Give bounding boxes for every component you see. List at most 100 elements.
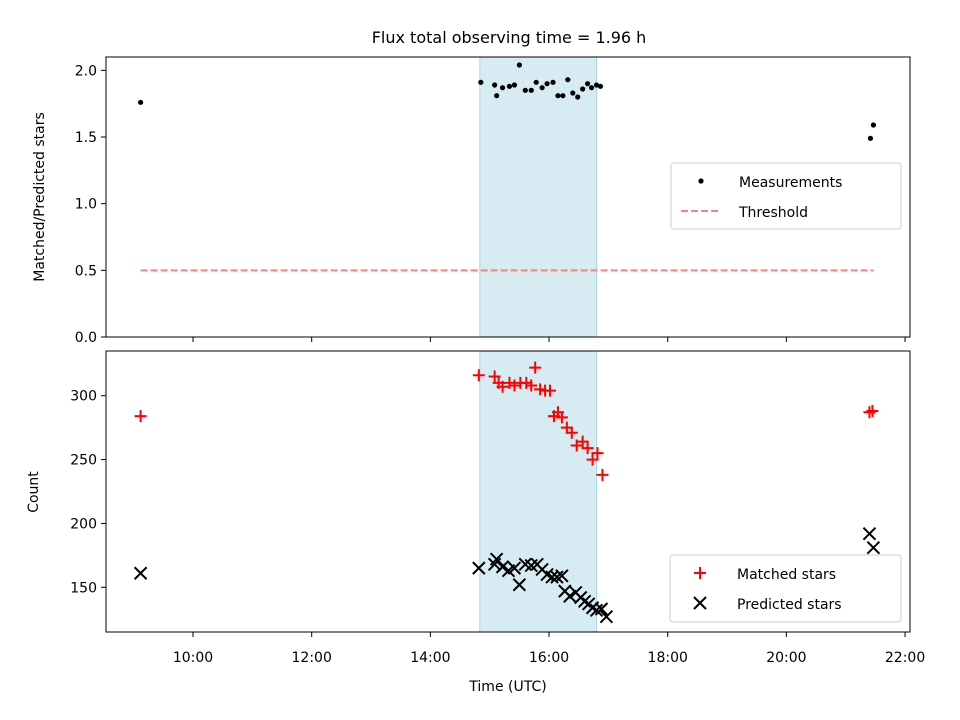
x-tick-label: 16:00 bbox=[529, 650, 569, 666]
legend-predicted-stars-marker bbox=[693, 596, 707, 610]
data-point bbox=[866, 405, 879, 418]
data-point bbox=[512, 578, 527, 592]
observing-window-highlight bbox=[479, 56, 598, 338]
data-point bbox=[585, 81, 591, 87]
data-point bbox=[596, 468, 609, 481]
bottom-axes: 150 200 250 300 10:00 12:00 14:00 16:00 18:00 20… bbox=[26, 350, 925, 666]
data-point bbox=[589, 603, 604, 617]
data-point bbox=[507, 561, 522, 575]
data-point bbox=[525, 379, 538, 392]
top-legend: Measurements Threshold bbox=[670, 162, 902, 230]
y-tick-label: 1.0 bbox=[75, 197, 97, 213]
legend-predicted-stars-label: Predicted stars bbox=[737, 597, 842, 613]
y-tick-label: 0.0 bbox=[75, 330, 97, 346]
data-point bbox=[862, 526, 877, 541]
data-point bbox=[472, 369, 485, 382]
x-tick-label: 12:00 bbox=[292, 650, 332, 666]
top-series-layer bbox=[138, 62, 877, 272]
top-y-ticks: 0.0 0.5 1.0 1.5 2.0 bbox=[75, 63, 106, 346]
data-point bbox=[555, 569, 569, 583]
x-tick-label: 20:00 bbox=[766, 650, 806, 666]
data-point bbox=[492, 82, 498, 88]
data-point bbox=[533, 79, 539, 85]
data-point bbox=[594, 602, 609, 616]
data-point bbox=[550, 79, 556, 85]
observing-window-highlight bbox=[479, 350, 598, 633]
data-point bbox=[508, 379, 521, 392]
data-point bbox=[550, 570, 564, 584]
series-predicted-stars bbox=[133, 526, 881, 624]
data-point bbox=[472, 561, 486, 575]
data-point bbox=[516, 62, 522, 68]
bottom-legend: Matched stars Predicted stars bbox=[669, 554, 902, 623]
bottom-x-ticks: 10:00 12:00 14:00 16:00 18:00 20:00 22:00 bbox=[173, 632, 925, 666]
x-tick-label: 18:00 bbox=[648, 650, 688, 666]
x-tick-label: 22:00 bbox=[885, 650, 925, 666]
data-point bbox=[565, 426, 578, 439]
y-tick-label: 250 bbox=[70, 453, 97, 469]
data-point bbox=[495, 560, 510, 574]
bottom-y-axis-label: Count bbox=[26, 471, 42, 513]
data-point bbox=[867, 135, 874, 141]
bottom-highlight-layer bbox=[479, 350, 598, 633]
series-measurements bbox=[138, 62, 877, 141]
y-tick-label: 1.5 bbox=[75, 130, 97, 146]
top-y-axis-label: Matched/Predicted stars bbox=[32, 112, 48, 282]
top-highlight-layer bbox=[479, 56, 598, 338]
data-point bbox=[528, 87, 534, 93]
data-point bbox=[580, 86, 586, 92]
data-point bbox=[539, 85, 545, 91]
y-tick-label: 300 bbox=[70, 389, 97, 405]
data-point bbox=[133, 566, 148, 580]
top-axes-frame bbox=[105, 56, 911, 338]
data-point bbox=[134, 410, 147, 423]
data-point bbox=[499, 85, 506, 91]
y-tick-label: 0.5 bbox=[75, 263, 97, 279]
top-legend-box bbox=[670, 162, 902, 230]
data-point bbox=[563, 589, 577, 603]
data-point bbox=[488, 370, 501, 383]
y-tick-label: 150 bbox=[70, 580, 97, 596]
data-point bbox=[870, 122, 877, 128]
y-tick-label: 200 bbox=[70, 516, 97, 532]
data-point bbox=[544, 81, 550, 87]
x-tick-label: 14:00 bbox=[410, 650, 450, 666]
data-point bbox=[586, 453, 599, 466]
legend-measurements-marker bbox=[698, 178, 704, 184]
data-point bbox=[494, 93, 500, 99]
legend-matched-stars-marker bbox=[694, 567, 706, 579]
figure-title: Flux total observing time = 1.96 h bbox=[372, 28, 647, 47]
data-point bbox=[489, 552, 504, 566]
data-point bbox=[581, 442, 594, 455]
data-point bbox=[565, 77, 571, 83]
legend-matched-stars-label: Matched stars bbox=[737, 567, 836, 583]
x-axis-label: Time (UTC) bbox=[468, 679, 546, 695]
y-tick-label: 2.0 bbox=[75, 63, 97, 79]
bottom-series-layer bbox=[133, 361, 881, 624]
bottom-axes-frame bbox=[105, 350, 911, 633]
top-axes: 0.00.51.01.52.0 Matched/Predicted stars … bbox=[32, 56, 911, 346]
data-point bbox=[575, 94, 581, 100]
data-point bbox=[529, 361, 542, 374]
data-point bbox=[863, 406, 876, 419]
data-point bbox=[560, 93, 566, 99]
data-point bbox=[591, 447, 604, 460]
top-x-ticks bbox=[192, 337, 906, 342]
data-point bbox=[496, 380, 509, 393]
data-point bbox=[866, 540, 881, 555]
data-point bbox=[597, 83, 604, 89]
data-point bbox=[138, 99, 144, 105]
legend-threshold-label: Threshold bbox=[738, 205, 808, 221]
legend-measurements-label: Measurements bbox=[739, 175, 842, 191]
data-point bbox=[555, 411, 568, 424]
data-point bbox=[570, 90, 576, 96]
data-point bbox=[522, 87, 528, 93]
bottom-legend-box bbox=[669, 554, 902, 623]
data-point bbox=[588, 85, 595, 91]
data-point bbox=[511, 82, 518, 88]
data-point bbox=[599, 609, 614, 624]
data-point bbox=[555, 93, 561, 99]
data-point bbox=[576, 435, 589, 448]
data-point bbox=[478, 79, 484, 85]
